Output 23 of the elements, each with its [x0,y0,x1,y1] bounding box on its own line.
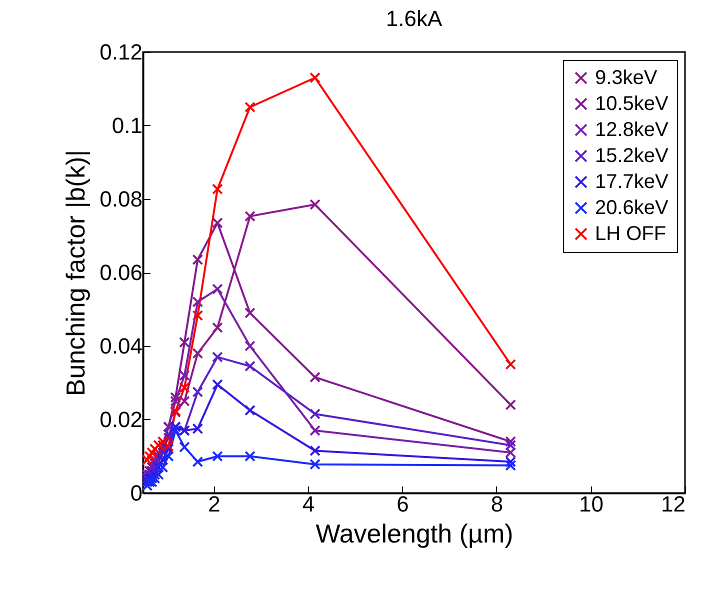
y-tick-label: 0.02 [100,407,142,432]
legend-label: 17.7keV [595,171,670,193]
chart-title: 1.6kA [386,6,442,31]
x-tick-label: 4 [302,492,315,516]
legend-label: 15.2keV [595,145,670,167]
legend-label: 10.5keV [595,93,670,115]
y-tick-label: 0.1 [112,113,142,138]
y-tick-label: 0.04 [100,334,142,358]
y-tick-label: 0.12 [100,40,142,64]
x-tick-label: 6 [396,492,409,516]
x-tick-label: 12 [661,492,686,516]
x-tick-label: 10 [578,492,604,516]
legend-label: 9.3keV [595,67,658,89]
x-tick-label: 8 [490,492,504,516]
y-tick-label: 0.06 [100,260,142,285]
legend-label: 20.6keV [595,197,670,219]
y-tick-label: 0 [130,480,142,506]
y-tick-label: 0.08 [100,186,142,212]
y-axis-title: Bunching factor |b(k)| [60,150,91,396]
x-axis-title: Wavelength (µm) [316,518,514,548]
legend-label: LH OFF [595,223,666,245]
legend-label: 12.8keV [595,119,670,141]
x-tick-label: 2 [208,492,220,516]
